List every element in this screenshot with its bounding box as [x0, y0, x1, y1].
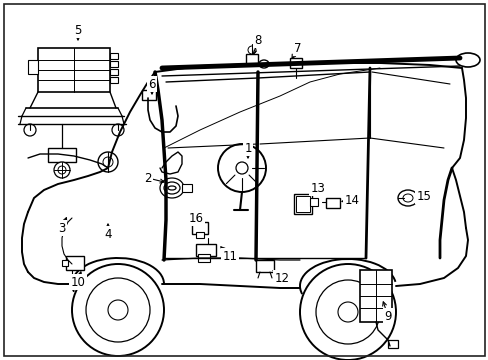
Ellipse shape — [397, 190, 417, 206]
Ellipse shape — [218, 144, 265, 192]
Bar — [309, 198, 317, 206]
Bar — [387, 340, 397, 348]
Ellipse shape — [86, 278, 150, 342]
Text: 10: 10 — [70, 275, 85, 288]
Bar — [196, 232, 203, 238]
Ellipse shape — [299, 264, 395, 360]
Bar — [325, 198, 339, 208]
Text: 8: 8 — [254, 33, 261, 46]
Bar — [182, 184, 192, 192]
Text: 11: 11 — [222, 249, 237, 262]
Ellipse shape — [337, 302, 357, 322]
Ellipse shape — [315, 280, 379, 344]
Bar — [110, 69, 118, 75]
Text: 4: 4 — [104, 228, 112, 240]
Text: 3: 3 — [58, 221, 65, 234]
Ellipse shape — [112, 124, 124, 136]
Ellipse shape — [236, 162, 247, 174]
Text: 12: 12 — [274, 271, 289, 284]
Ellipse shape — [259, 60, 268, 68]
Bar — [38, 48, 110, 92]
Ellipse shape — [24, 124, 36, 136]
Bar — [256, 260, 273, 272]
Text: 2: 2 — [144, 171, 151, 184]
Bar — [245, 54, 258, 64]
Text: 5: 5 — [74, 23, 81, 36]
Text: 9: 9 — [384, 310, 391, 323]
Ellipse shape — [402, 194, 412, 202]
Text: 1: 1 — [244, 141, 251, 154]
Bar — [192, 222, 207, 234]
Text: 13: 13 — [310, 181, 325, 194]
Ellipse shape — [103, 157, 113, 167]
Ellipse shape — [108, 300, 128, 320]
Text: 14: 14 — [344, 194, 359, 207]
Bar — [110, 53, 118, 59]
Ellipse shape — [247, 46, 256, 54]
Text: 7: 7 — [294, 41, 301, 54]
Text: 16: 16 — [188, 211, 203, 225]
Ellipse shape — [54, 162, 70, 178]
Bar — [289, 58, 302, 68]
Bar — [142, 90, 156, 100]
Bar — [28, 60, 38, 74]
Ellipse shape — [72, 264, 163, 356]
Bar — [66, 256, 84, 270]
Bar — [196, 244, 216, 256]
Ellipse shape — [98, 152, 118, 172]
Bar — [198, 254, 209, 262]
Ellipse shape — [58, 166, 66, 174]
Bar — [295, 196, 309, 212]
Bar — [110, 77, 118, 83]
Ellipse shape — [455, 53, 479, 67]
Bar — [359, 270, 391, 322]
Text: 15: 15 — [416, 189, 430, 202]
Bar — [48, 148, 76, 162]
Bar — [110, 61, 118, 67]
Text: 6: 6 — [148, 77, 156, 90]
Bar — [293, 194, 311, 214]
Bar — [62, 260, 68, 266]
